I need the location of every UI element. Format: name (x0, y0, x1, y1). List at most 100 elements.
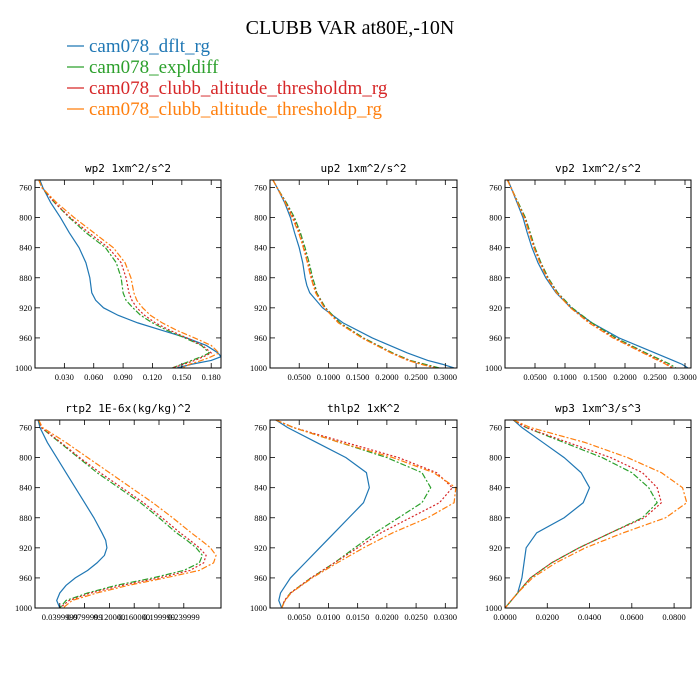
y-tick-label: 760 (254, 183, 267, 193)
y-tick-label: 840 (19, 243, 32, 253)
x-tick-label: 0.150 (172, 372, 191, 382)
x-tick-label: 0.1000 (553, 372, 576, 382)
x-tick-label: 0.0200 (536, 612, 559, 622)
y-tick-label: 880 (254, 273, 267, 283)
plot-frame (34, 179, 222, 369)
x-tick-label: 0.0399999 (42, 612, 78, 622)
y-tick-label: 1000 (250, 363, 267, 373)
y-tick-label: 880 (254, 513, 267, 523)
y-tick-label: 920 (489, 543, 502, 553)
series-line (38, 420, 204, 608)
x-tick-label: 0.060 (84, 372, 103, 382)
y-tick-label: 760 (489, 423, 502, 433)
x-tick-label: 0.0500 (288, 372, 311, 382)
panel: wp3 1xm^3/s^3 760 800 840 880 920 960 10000.000… (485, 402, 692, 622)
panel: thlp2 1xK^2 760 800 840 880 920 960 1000 0.0050 0… (250, 402, 458, 622)
x-tick-label: 0.0400 (578, 612, 601, 622)
series-line (272, 180, 437, 368)
x-tick-label: 0.160000 (118, 612, 150, 622)
series-line (38, 420, 207, 608)
y-tick-label: 800 (489, 453, 502, 463)
x-tick-label: 0.0600 (620, 612, 643, 622)
series-line (37, 420, 108, 608)
y-tick-label: 760 (254, 423, 267, 433)
x-tick-label: 0.2500 (643, 372, 666, 382)
x-tick-label: 0.0100 (317, 612, 340, 622)
y-tick-label: 1000 (485, 363, 502, 373)
y-tick-label: 800 (254, 213, 267, 223)
x-tick-label: 0.120000 (93, 612, 125, 622)
y-tick-label: 1000 (485, 603, 502, 613)
series-line (275, 420, 454, 608)
y-tick-label: 760 (19, 183, 32, 193)
panel-title: up2 1xm^2/s^2 (320, 162, 406, 175)
series-line (275, 420, 370, 608)
y-tick-label: 920 (254, 303, 267, 313)
plot-frame (269, 179, 458, 369)
y-tick-label: 800 (19, 213, 32, 223)
y-tick-label: 920 (489, 303, 502, 313)
panel-title: thlp2 1xK^2 (327, 402, 400, 415)
panel-title: vp2 1xm^2/s^2 (555, 162, 641, 175)
x-tick-label: 0.0000 (493, 612, 516, 622)
x-tick-label: 0.0250 (404, 612, 427, 622)
y-tick-label: 960 (489, 573, 502, 583)
y-tick-label: 1000 (15, 603, 32, 613)
legend-label: cam078_expldiff (89, 57, 219, 78)
series-line (506, 180, 674, 368)
x-tick-label: 0.0300 (434, 612, 457, 622)
y-tick-label: 960 (19, 573, 32, 583)
series-line (272, 180, 436, 368)
legend-label: cam078_dflt_rg (89, 36, 211, 57)
panel-title: wp3 1xm^3/s^3 (555, 402, 641, 415)
series-line (272, 180, 455, 368)
plot-frame (269, 419, 458, 609)
x-tick-label: 0.120 (143, 372, 162, 382)
legend-label: cam078_clubb_altitude_thresholdp_rg (89, 99, 383, 120)
y-tick-label: 800 (254, 453, 267, 463)
y-tick-label: 840 (489, 483, 502, 493)
x-tick-label: 0.090 (114, 372, 133, 382)
plot-frame (34, 419, 222, 609)
y-tick-label: 880 (489, 513, 502, 523)
panel-title: rtp2 1E-6x(kg/kg)^2 (65, 402, 191, 415)
series-line (38, 180, 211, 368)
x-tick-label: 0.030 (55, 372, 74, 382)
y-tick-label: 840 (19, 483, 32, 493)
y-tick-label: 920 (19, 303, 32, 313)
x-tick-label: 0.3000 (434, 372, 457, 382)
figure-title: CLUBB VAR at80E,-10N (246, 17, 455, 39)
y-tick-label: 960 (489, 333, 502, 343)
x-tick-label: 0.1500 (346, 372, 369, 382)
y-tick-label: 960 (254, 333, 267, 343)
x-tick-label: 0.2000 (613, 372, 636, 382)
series-line (505, 420, 658, 608)
y-tick-label: 920 (254, 543, 267, 553)
x-tick-label: 0.0800 (662, 612, 685, 622)
x-tick-label: 0.0200 (375, 612, 398, 622)
series-line (38, 180, 213, 368)
series-line (272, 180, 440, 368)
series-line (506, 180, 673, 368)
y-tick-label: 1000 (250, 603, 267, 613)
x-tick-label: 0.1500 (583, 372, 606, 382)
series-line (275, 420, 457, 608)
plot-frame (504, 419, 692, 609)
y-tick-label: 840 (254, 483, 267, 493)
series-line (39, 180, 221, 368)
x-tick-label: 0.3000 (673, 372, 696, 382)
series-line (505, 420, 688, 608)
series-line (506, 180, 677, 368)
y-tick-label: 880 (19, 513, 32, 523)
y-tick-label: 840 (254, 243, 267, 253)
y-tick-label: 960 (19, 333, 32, 343)
y-tick-label: 800 (19, 453, 32, 463)
x-tick-label: 0.2000 (375, 372, 398, 382)
x-tick-label: 0.0799999 (67, 612, 103, 622)
panel-title: wp2 1xm^2/s^2 (85, 162, 171, 175)
y-tick-label: 920 (19, 543, 32, 553)
series-line (507, 180, 689, 368)
series-line (38, 420, 217, 608)
y-tick-label: 760 (19, 423, 32, 433)
